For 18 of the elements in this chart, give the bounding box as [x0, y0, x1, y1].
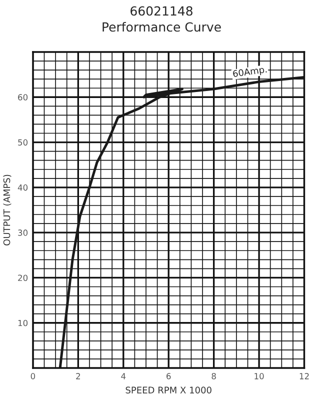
y-tick-label: 40: [18, 184, 28, 191]
annotation: 60Amp.: [232, 66, 268, 79]
x-axis-title: SPEED RPM X 1000: [126, 386, 212, 394]
y-tick-label: 30: [18, 230, 28, 236]
x-tick-label: 2: [76, 373, 80, 380]
x-tick-label: 6: [166, 373, 171, 380]
x-tick-label: 0: [30, 373, 36, 380]
x-tick-label: 10: [254, 373, 264, 380]
y-tick-label: 10: [18, 320, 28, 326]
chart-title: 66021148: [130, 6, 192, 16]
x-tick-label: 8: [212, 373, 216, 380]
x-tick-label: 12: [300, 373, 309, 380]
y-tick-label: 50: [18, 139, 28, 146]
x-tick-label: 4: [121, 373, 126, 380]
y-tick-label: 60: [18, 94, 28, 100]
y-axis-title: OUTPUT (AMPS): [3, 174, 12, 246]
chart-subtitle: Performance Curve: [102, 22, 221, 32]
y-tick-label: 20: [18, 274, 28, 281]
